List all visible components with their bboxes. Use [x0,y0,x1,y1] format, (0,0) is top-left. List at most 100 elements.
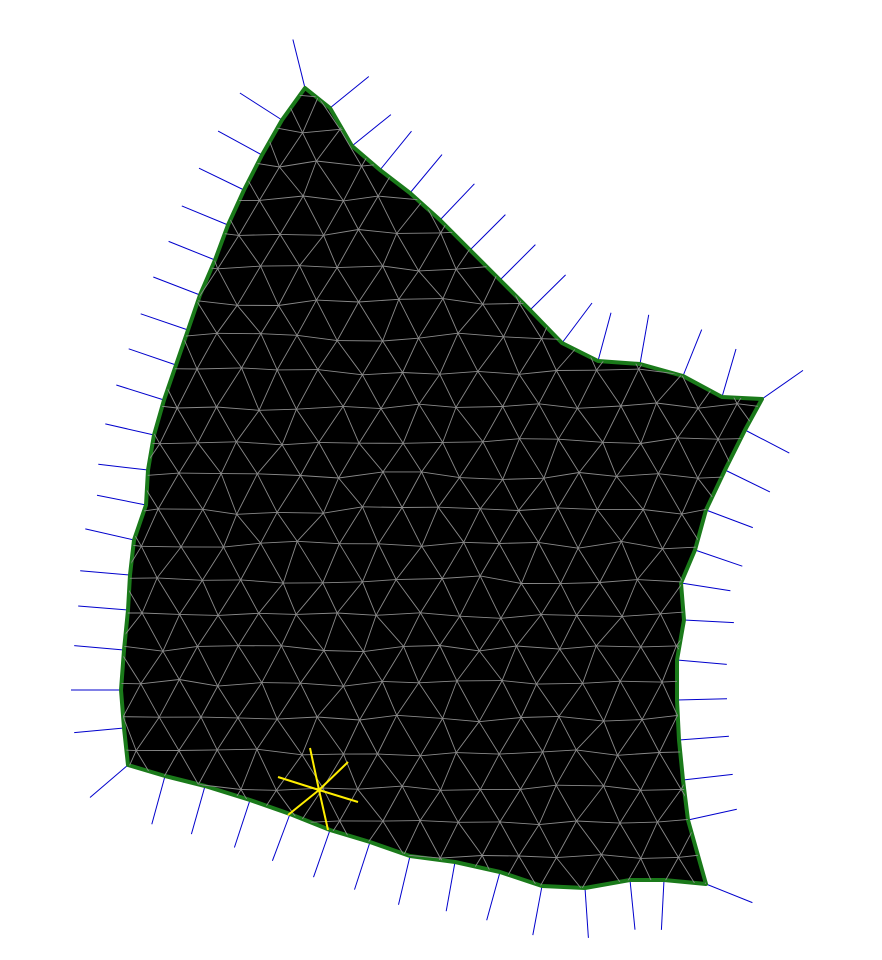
mesh-edge [557,438,580,473]
mesh-edge [460,196,498,201]
mesh-edge [442,442,460,478]
mesh-edge [162,645,198,652]
mesh-edge [558,715,604,722]
mesh-edge [516,614,542,647]
mesh-edge [457,332,479,372]
mesh-edge [342,374,363,407]
mesh-edge [760,88,762,99]
mesh-edge [198,784,242,790]
mesh-edge [121,132,124,167]
mesh-edge [761,508,762,549]
mesh-edge [621,616,642,648]
mesh-edge [542,59,577,60]
mesh-edge [780,166,798,200]
normal-line [439,183,475,221]
mesh-edge [197,406,217,444]
mesh-edge [837,645,880,650]
mesh-edge [862,127,882,130]
mesh-edge [817,406,859,411]
mesh-edge [238,233,281,236]
mesh-edge [621,130,640,164]
marker-spoke [277,776,320,791]
mesh-edge [317,88,341,98]
mesh-edge [62,541,97,543]
mesh-edge [499,59,542,62]
mesh-edge [436,91,464,132]
mesh-edge [676,97,704,131]
mesh-edge [642,925,663,960]
mesh-edge [576,749,618,756]
mesh-edge [781,820,817,822]
mesh-edge [742,614,762,649]
mesh-edge [457,303,484,334]
mesh-edge [481,230,502,266]
mesh-edge [563,925,597,928]
mesh-edge [59,341,79,370]
mesh-edge [783,98,802,126]
mesh-edge [236,265,261,306]
mesh-edge [302,195,324,236]
mesh-edge [557,408,578,440]
mesh-edge [536,682,583,685]
mesh-edge [802,98,823,130]
mesh-edge [519,438,545,479]
mesh-edge [420,755,441,791]
mesh-edge [398,161,441,164]
mesh-edge [179,858,199,888]
mesh-edge [743,681,761,717]
mesh-edge [819,685,842,716]
mesh-edge [876,440,882,445]
mesh-edge [583,336,622,341]
mesh-edge [720,127,745,166]
mesh-edge [622,234,644,266]
mesh-edge [101,337,117,370]
mesh-edge [760,713,762,718]
normal-line [80,570,131,576]
mesh-edge [863,756,876,786]
mesh-edge [576,582,601,616]
mesh-edge [357,788,384,822]
mesh-edge [222,929,241,960]
mesh-edge [800,545,821,578]
mesh-edge [819,645,837,685]
mesh-edge [382,820,405,856]
mesh-edge [617,57,663,58]
mesh-edge [837,161,882,163]
mesh-edge [841,716,863,756]
mesh-edge [177,230,204,265]
mesh-edge [455,752,481,790]
mesh-edge [864,824,880,860]
mesh-edge [816,889,842,927]
mesh-edge [543,472,580,479]
marker-spoke [318,789,359,803]
mesh-edge [459,615,480,652]
mesh-edge [576,235,604,271]
mesh-edge [64,92,82,131]
mesh-edge [800,439,837,441]
mesh-edge [395,546,423,580]
mesh-edge [681,478,699,515]
mesh-edge [119,923,139,960]
mesh-edge [216,333,242,369]
mesh-edge [802,64,820,98]
mesh-edge [237,645,263,683]
mesh-edge [375,615,404,647]
mesh-edge [556,784,604,787]
mesh-edge [559,615,578,650]
mesh-edge [121,748,137,752]
mesh-edge [336,301,359,341]
mesh-edge [317,369,344,407]
mesh-edge [442,718,457,753]
mesh-edge [837,510,881,514]
mesh-edge [616,473,659,477]
mesh-edge [402,785,441,791]
mesh-edge [556,370,578,409]
mesh-edge [642,894,658,925]
mesh-edge [482,925,503,960]
mesh-edge [497,196,540,201]
mesh-edge [140,683,160,718]
mesh-edge [482,890,499,925]
mesh-edge [283,88,298,95]
mesh-edge [237,613,260,646]
mesh-edge [640,858,659,888]
